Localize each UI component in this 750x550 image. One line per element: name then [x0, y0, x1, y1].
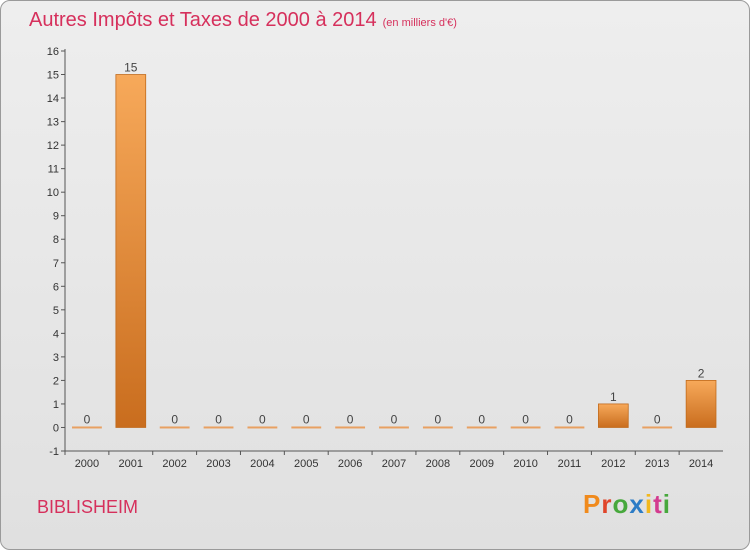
value-label: 0 [522, 412, 529, 426]
logo-letter: t [653, 489, 663, 519]
y-tick-label: 3 [53, 352, 59, 364]
x-tick-label: 2013 [645, 458, 669, 470]
bar [466, 426, 497, 429]
bar [247, 426, 278, 429]
chart-subtitle: (en milliers d'€) [382, 17, 457, 29]
bar [685, 380, 717, 428]
x-tick-label: 2014 [689, 458, 713, 470]
value-label: 0 [435, 412, 442, 426]
value-label: 2 [698, 366, 705, 380]
value-label: 1 [610, 390, 617, 404]
bar [115, 74, 147, 428]
chart-title-text: Autres Impôts et Taxes de 2000 à 2014 [29, 9, 377, 31]
y-tick-label: 11 [48, 164, 59, 176]
value-label: 0 [215, 412, 222, 426]
value-label: 0 [171, 412, 178, 426]
value-label: 0 [478, 412, 485, 426]
logo-letter: o [612, 489, 630, 519]
y-tick-label: 16 [47, 46, 59, 58]
y-tick-label: 2 [53, 375, 59, 387]
logo-letter: i [644, 489, 654, 519]
bar [598, 403, 629, 428]
x-tick-label: 2008 [426, 458, 450, 470]
place-name: BIBLISHEIM [37, 497, 139, 517]
y-tick-label: 4 [53, 328, 59, 340]
y-tick-label: 9 [53, 211, 59, 223]
x-tick-label: 2001 [119, 458, 143, 470]
bar [291, 426, 322, 429]
y-tick-label: 12 [47, 140, 59, 152]
y-tick-label: 6 [53, 281, 59, 293]
bar [72, 426, 102, 429]
value-label: 0 [303, 412, 310, 426]
value-label: 15 [124, 61, 138, 75]
x-tick-label: 2004 [250, 458, 274, 470]
y-tick-label: 5 [53, 305, 59, 317]
value-label: 0 [259, 412, 266, 426]
logo-letter: P [583, 489, 602, 519]
y-tick-label: 1 [53, 399, 59, 411]
x-tick-label: 2003 [206, 458, 230, 470]
chart-title: Autres Impôts et Taxes de 2000 à 2014 (en… [29, 9, 457, 32]
bar [335, 426, 366, 429]
x-tick-label: 2006 [338, 458, 362, 470]
x-tick-label: 2000 [75, 458, 99, 470]
x-tick-label: 2009 [469, 458, 493, 470]
y-tick-label: 10 [47, 187, 59, 199]
y-tick-label: 13 [47, 117, 59, 129]
x-tick-label: 2010 [513, 458, 537, 470]
y-tick-label: 0 [53, 422, 59, 434]
proxiti-logo: Proxiti [583, 489, 671, 520]
x-tick-labels: 2000 2001 2002 2003 2004 2005 2006 2007 2008 2009… [75, 458, 714, 470]
y-tick-label: 8 [53, 234, 59, 246]
bar [554, 426, 585, 429]
logo-letter: r [601, 489, 613, 519]
x-tick-label: 2012 [601, 458, 625, 470]
value-label: 0 [347, 412, 354, 426]
y-tick-label: 15 [47, 70, 59, 82]
y-tick-label: -1 [49, 446, 59, 458]
bar [422, 426, 453, 429]
x-tick-label: 2002 [162, 458, 186, 470]
value-label: 0 [566, 412, 573, 426]
logo-letter: x [629, 489, 645, 519]
bar [642, 426, 673, 429]
value-label: 0 [391, 412, 398, 426]
x-tick-label: 2011 [558, 458, 582, 470]
bar [203, 426, 234, 429]
bar [510, 426, 541, 429]
bars [72, 74, 717, 429]
y-tick-label: 14 [47, 93, 59, 105]
value-label: 0 [654, 412, 661, 426]
bar [159, 426, 190, 429]
logo-letter: i [662, 489, 671, 519]
y-tick-label: 7 [53, 258, 59, 270]
value-labels: 0 15 0 0 0 0 0 0 0 0 0 0 1 0 2 [84, 61, 705, 427]
x-tick-label: 2007 [382, 458, 406, 470]
value-label: 0 [84, 412, 91, 426]
chart-axes [61, 49, 723, 455]
x-tick-label: 2005 [294, 458, 318, 470]
bar [379, 426, 409, 429]
